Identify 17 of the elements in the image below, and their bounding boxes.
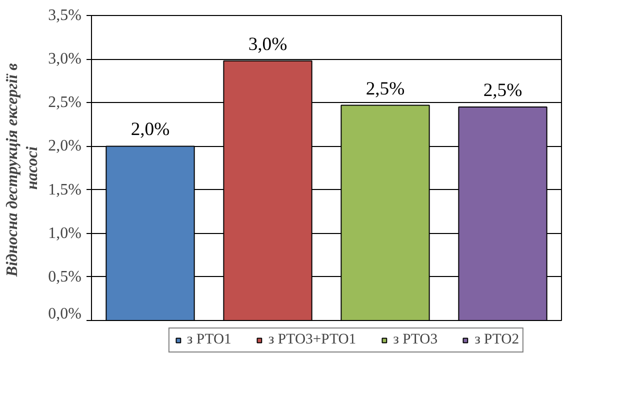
data-label: 2,5% [366, 78, 405, 100]
data-label: 2,0% [130, 119, 170, 140]
y-tick-label: 1,0% [48, 224, 82, 242]
data-label: 2,5% [483, 80, 522, 101]
data-label: 3,0% [248, 34, 288, 55]
y-tick-label: 1,5% [48, 181, 82, 198]
legend-label: з РТО3 [393, 332, 438, 348]
y-tick-label: 0,5% [48, 268, 82, 286]
y-tick-label: 2,5% [48, 94, 82, 112]
y-tick-label: 2,0% [48, 138, 82, 155]
legend-label: з РТО1 [186, 332, 232, 348]
y-axis-title: Відносна деструкція ексергії в насосі [4, 63, 42, 278]
y-tick-label: 0,0% [48, 306, 82, 322]
legend-label: з РТО2 [474, 332, 520, 348]
y-tick-label: 3,5% [48, 7, 82, 24]
legend-label: з РТО3+РТО1 [268, 332, 356, 348]
y-tick-label: 3,0% [48, 50, 82, 68]
